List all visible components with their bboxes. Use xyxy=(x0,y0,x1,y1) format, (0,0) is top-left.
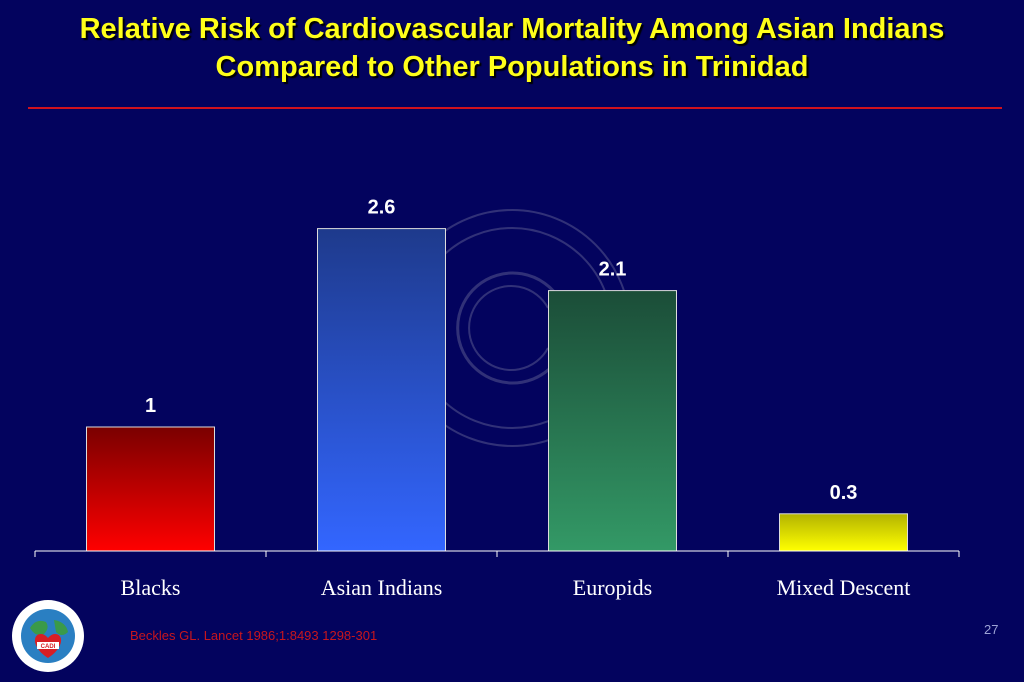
slide-title: Relative Risk of Cardiovascular Mortalit… xyxy=(0,10,1024,86)
svg-text:CADI: CADI xyxy=(41,644,56,650)
x-axis xyxy=(34,550,960,557)
title-rule xyxy=(28,107,1002,109)
value-labels-group: 1 2.6 2.1 0.3 xyxy=(145,197,857,504)
value-label: 1 xyxy=(145,395,156,417)
value-label: 2.6 xyxy=(368,197,396,219)
category-label: Mixed Descent xyxy=(777,575,911,600)
category-label: Europids xyxy=(573,575,652,600)
bars-group xyxy=(86,228,908,552)
bar-mixed-descent xyxy=(779,513,908,552)
category-label: Asian Indians xyxy=(321,575,443,600)
slide-title-line-1: Relative Risk of Cardiovascular Mortalit… xyxy=(79,13,945,45)
citation: Beckles GL. Lancet 1986;1:8493 1298-301 xyxy=(130,628,378,643)
page-number: 27 xyxy=(984,622,999,637)
bar-blacks xyxy=(86,426,215,552)
category-labels-group: Blacks Asian Indians Europids Mixed Descent xyxy=(121,575,911,600)
bar-europids xyxy=(548,290,677,552)
cadi-foundation-logo-icon: CADI xyxy=(12,600,84,672)
slide-title-line-2: Compared to Other Populations in Trinida… xyxy=(215,51,809,83)
category-label: Blacks xyxy=(121,575,181,600)
value-label: 2.1 xyxy=(599,259,627,281)
value-label: 0.3 xyxy=(830,482,858,504)
bar-asian-indians xyxy=(317,228,446,552)
